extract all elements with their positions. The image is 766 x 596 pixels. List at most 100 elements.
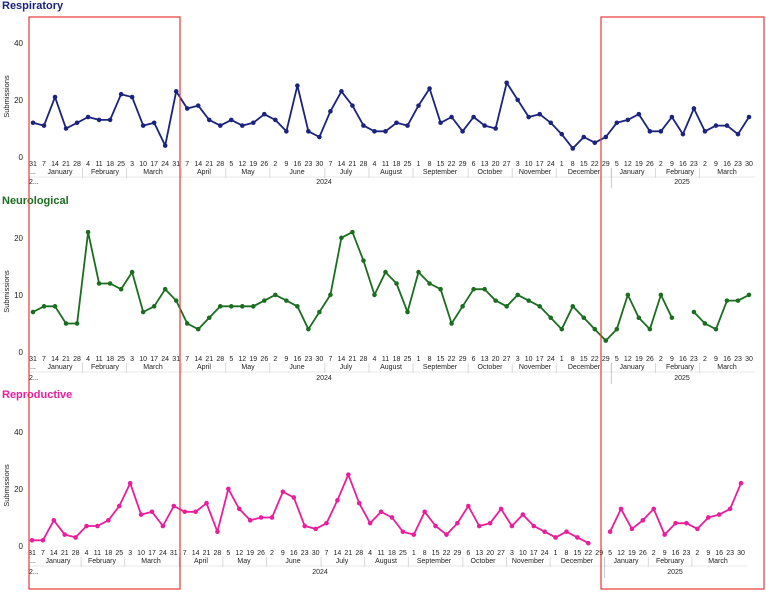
- x-tick-label: 25: [115, 550, 123, 557]
- x-tick-label: 26: [646, 356, 654, 363]
- x-tick-label: 27: [497, 550, 505, 557]
- x-tick-label: 9: [714, 356, 718, 363]
- x-tick-label: 29: [602, 161, 610, 168]
- x-tick-label: 2: [270, 550, 274, 557]
- data-point: [317, 134, 322, 140]
- y-axis-label: Submissions: [2, 75, 11, 118]
- month-label: June: [289, 364, 304, 371]
- data-point: [85, 114, 91, 120]
- series-line: [32, 473, 589, 544]
- x-tick-label: 2: [273, 161, 277, 168]
- data-point: [129, 94, 135, 100]
- corner-label: 2...: [29, 179, 39, 186]
- x-tick-label: 22: [448, 356, 456, 363]
- x-tick-label: 4: [373, 161, 377, 168]
- data-point: [284, 298, 289, 303]
- data-point: [695, 526, 700, 532]
- data-point: [400, 529, 406, 535]
- data-point: [195, 326, 201, 332]
- data-point: [350, 229, 355, 235]
- data-point: [291, 495, 297, 500]
- x-tick-label: 28: [216, 161, 224, 168]
- data-point: [581, 315, 587, 321]
- data-point: [526, 298, 531, 303]
- data-point: [306, 129, 311, 134]
- data-point: [449, 114, 454, 120]
- x-tick-label: 9: [670, 161, 674, 168]
- x-tick-label: 1: [560, 356, 564, 363]
- x-tick-label: 25: [404, 356, 412, 363]
- series-line: [32, 231, 673, 342]
- data-point: [346, 472, 351, 477]
- x-tick-label: 10: [519, 550, 527, 557]
- y-tick-label: 0: [19, 153, 24, 162]
- x-tick-label: 30: [316, 356, 324, 363]
- data-point: [118, 286, 124, 292]
- month-label: March: [143, 364, 163, 371]
- x-tick-label: 23: [690, 161, 698, 168]
- x-tick-label: 19: [628, 550, 636, 557]
- data-point: [713, 123, 719, 128]
- month-label: January: [48, 364, 73, 371]
- x-tick-label: 9: [706, 550, 710, 557]
- x-tick-label: 21: [205, 356, 213, 363]
- data-point: [669, 315, 675, 321]
- data-point: [313, 526, 318, 532]
- x-tick-label: 24: [159, 550, 167, 557]
- data-point: [526, 114, 531, 120]
- data-point: [416, 269, 421, 275]
- x-tick-label: 31: [172, 161, 180, 168]
- x-tick-label: 25: [404, 161, 412, 168]
- x-tick-label: 16: [293, 356, 301, 363]
- x-tick-label: 14: [51, 356, 59, 363]
- data-point: [138, 512, 144, 517]
- series-line: [693, 294, 750, 331]
- month-label: January: [46, 558, 71, 565]
- x-tick-label: 10: [139, 161, 147, 168]
- x-tick-label: 18: [393, 161, 401, 168]
- x-tick-label: 26: [639, 550, 647, 557]
- x-tick-label: 12: [624, 161, 632, 168]
- data-point: [625, 117, 631, 123]
- data-point: [184, 321, 190, 326]
- data-point: [520, 512, 526, 517]
- data-point: [284, 129, 289, 134]
- x-tick-label: 6: [466, 550, 470, 557]
- x-tick-label: 16: [679, 356, 687, 363]
- year-label: 2024: [316, 179, 332, 186]
- data-point: [504, 304, 509, 309]
- data-point: [603, 338, 609, 343]
- data-point: [30, 120, 36, 126]
- data-point: [116, 503, 122, 509]
- x-tick-label: 9: [281, 550, 285, 557]
- x-tick-label: 4: [86, 161, 90, 168]
- data-point: [140, 309, 146, 315]
- data-point: [592, 326, 598, 332]
- data-point: [658, 129, 664, 134]
- y-tick-label: 0: [19, 542, 24, 551]
- data-point: [498, 506, 504, 512]
- corner-label: 2...: [29, 375, 39, 382]
- month-label: August: [375, 558, 397, 565]
- x-tick-label: 12: [238, 161, 246, 168]
- x-tick-label: 8: [428, 161, 432, 168]
- data-point: [575, 535, 580, 540]
- data-point: [41, 123, 47, 128]
- x-tick-label: 9: [714, 161, 718, 168]
- data-point: [29, 537, 35, 543]
- year-label: 2024: [316, 375, 332, 382]
- x-tick-label: 8: [428, 356, 432, 363]
- x-tick-label: 1: [412, 550, 416, 557]
- data-point: [160, 523, 166, 529]
- month-label: November: [519, 364, 552, 371]
- data-point: [607, 529, 613, 535]
- x-tick-label: 28: [73, 356, 81, 363]
- x-tick-label: 17: [536, 161, 544, 168]
- data-point: [107, 117, 113, 123]
- x-tick-label: 3: [510, 550, 514, 557]
- x-tick-label: 15: [573, 550, 581, 557]
- x-tick-label: 6: [472, 356, 476, 363]
- data-point: [173, 298, 179, 303]
- data-point: [149, 509, 155, 515]
